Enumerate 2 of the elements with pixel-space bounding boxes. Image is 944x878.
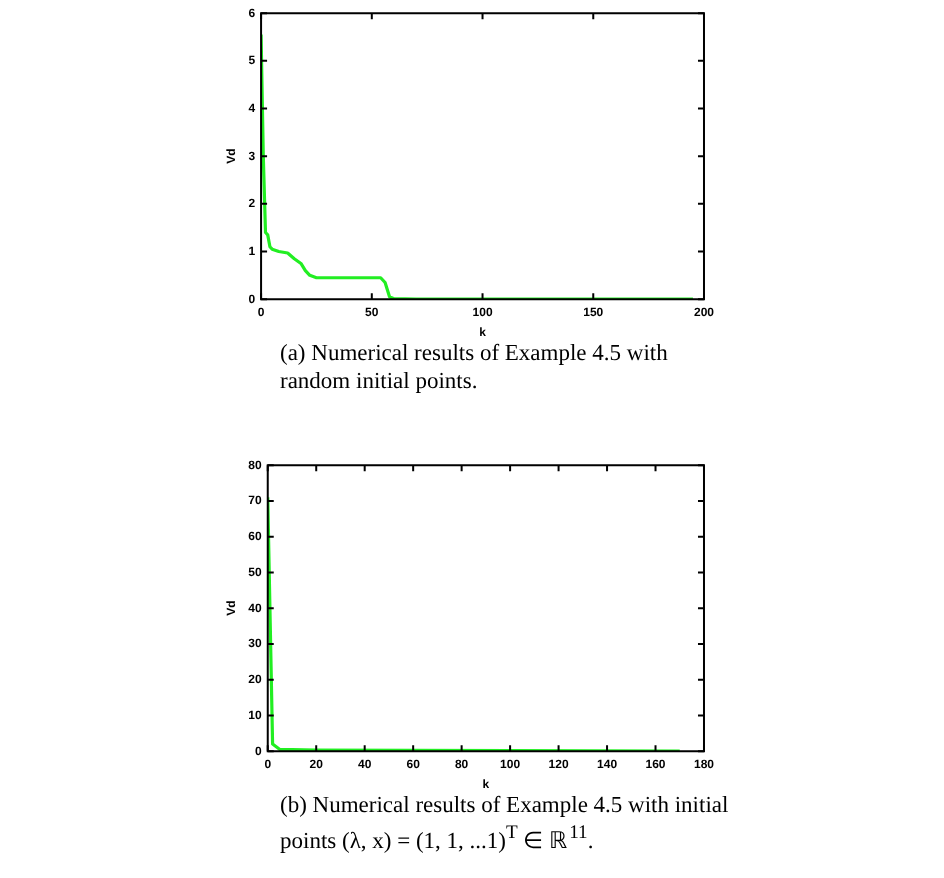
text: (b) Numerical results of Example 4.5 with initial points (λ, x) = (1, 1, ...1)$^{T}$ ∈ ℝ$^{11}$. <box>280 792 731 856</box>
text: (a) Numerical results of Example 4.5 with random initial points. <box>280 340 670 396</box>
